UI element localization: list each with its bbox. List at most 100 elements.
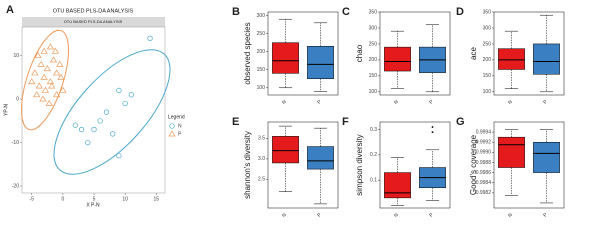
box	[272, 42, 299, 74]
x-tick-label: N	[507, 212, 514, 219]
point	[45, 99, 53, 106]
point	[40, 73, 48, 80]
point	[53, 69, 61, 76]
y-tick-label: 350	[369, 9, 378, 15]
y-tick-label: 100	[257, 85, 266, 91]
figure: A OTU BASED PLS-DA ANALYSIS OTU BASED PLS-…	[3, 4, 565, 219]
point	[48, 82, 56, 89]
x-tick-label: P	[316, 99, 323, 106]
panel-label: F	[342, 116, 349, 128]
y-tick-label: 200	[369, 57, 378, 63]
point	[72, 122, 78, 128]
y-tick-label: 100	[483, 89, 492, 95]
point	[91, 126, 97, 133]
plot-frame	[379, 11, 451, 96]
point	[128, 92, 135, 98]
point	[103, 109, 110, 115]
y-tick-label: 0.9992	[476, 140, 492, 146]
plot-frame	[267, 121, 339, 209]
point	[34, 52, 42, 59]
y-axis-label: ace	[469, 47, 478, 60]
y-tick-label: 3.0	[258, 156, 265, 162]
x-tick-label: N	[281, 99, 288, 106]
point	[46, 78, 55, 85]
point	[51, 47, 60, 54]
y-tick-label: 200	[257, 49, 266, 55]
x-tick-label: 0	[61, 196, 64, 202]
y-tick-label: 0.9994	[476, 129, 492, 135]
y-tick-label: 250	[257, 31, 266, 37]
y-tick-label: 100	[369, 89, 378, 95]
plot-frame	[493, 121, 565, 209]
legend-label: N	[178, 123, 182, 129]
box	[307, 46, 334, 80]
x-tick-label: P	[428, 212, 435, 219]
x-tick-label: P	[428, 99, 435, 106]
plot-frame	[267, 11, 339, 96]
panel-label: B	[232, 6, 240, 18]
y-axis-label: chao	[355, 44, 364, 62]
point	[147, 35, 153, 41]
point	[53, 91, 61, 98]
panel-label: E	[232, 116, 239, 128]
point	[116, 152, 122, 159]
y-tick-label: 150	[369, 73, 378, 79]
y-tick-label: 0.3	[370, 127, 377, 133]
y-axis-label: observed species	[243, 22, 252, 84]
confidence-ellipse	[53, 49, 171, 175]
x-tick-label: 15	[153, 196, 159, 202]
box	[533, 141, 560, 173]
box	[384, 172, 411, 199]
x-tick-label: P	[316, 212, 323, 219]
outlier	[431, 131, 434, 134]
y-tick-label: 150	[257, 67, 266, 73]
x-tick-label: N	[507, 99, 514, 106]
confidence-ellipse	[21, 29, 69, 131]
box	[498, 136, 525, 168]
x-tick-label: N	[281, 212, 288, 219]
panel-label: C	[342, 6, 350, 18]
y-tick-label: 0.2	[370, 152, 377, 158]
x-tick-label: P	[542, 99, 549, 106]
point	[37, 60, 45, 67]
point	[85, 139, 91, 146]
box	[533, 43, 560, 75]
plot-frame	[21, 26, 166, 194]
x-axis-label: X P-N	[86, 202, 100, 208]
y-tick-label: 0.9990	[476, 150, 492, 156]
point	[122, 100, 128, 107]
point	[40, 47, 48, 54]
y-tick-label: 0	[16, 96, 19, 102]
y-tick-label: 0.1	[370, 178, 377, 184]
outlier	[431, 126, 434, 128]
point	[41, 86, 50, 93]
y-tick-label: 150	[483, 73, 492, 79]
point	[33, 91, 41, 98]
x-tick-label: P	[542, 212, 549, 219]
y-axis-label: shannon's diversity	[243, 131, 252, 199]
y-tick-label: 0.9988	[476, 160, 492, 166]
legend-marker	[168, 130, 176, 137]
legend-title: Legend	[168, 114, 185, 120]
y-tick-label: 300	[483, 25, 492, 31]
y-tick-label: 250	[483, 41, 492, 47]
point	[49, 56, 58, 63]
y-tick-label: 300	[257, 13, 266, 19]
x-tick-label: N	[393, 212, 400, 219]
point	[59, 86, 67, 93]
y-axis-label: simpson diversity	[355, 134, 364, 195]
y-axis-label: Good's coverage	[469, 134, 478, 195]
panel-label: G	[456, 116, 465, 128]
box	[498, 48, 525, 70]
y-tick-label: 250	[369, 41, 378, 47]
y-tick-label: 200	[483, 57, 492, 63]
box	[272, 136, 299, 164]
page: {"chart_data": [ {"type": "scatter", "pa…	[3, 3, 565, 219]
point	[110, 131, 116, 137]
plot-frame	[379, 121, 451, 209]
point	[28, 78, 36, 85]
panel-label: D	[456, 6, 464, 18]
x-tick-label: 10	[122, 196, 128, 202]
y-tick-label: 2.5	[258, 177, 265, 183]
panel-label: A	[6, 4, 14, 16]
